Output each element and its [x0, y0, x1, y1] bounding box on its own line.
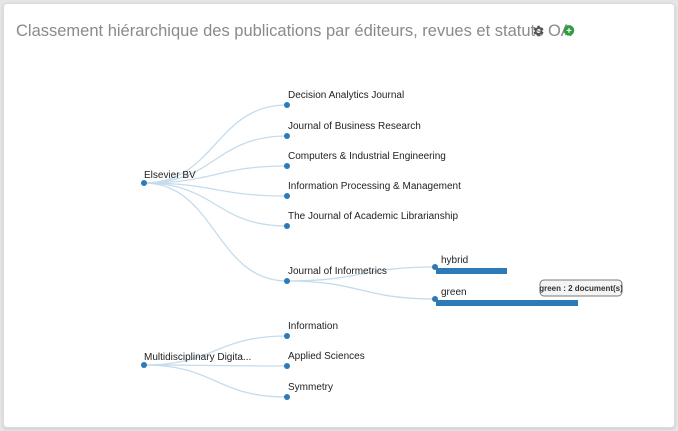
oa-status-label: green [441, 287, 467, 298]
journal-node[interactable] [284, 102, 290, 108]
tree-link [143, 364, 288, 398]
journal-label: Decision Analytics Journal [288, 90, 404, 101]
journal-label: The Journal of Academic Librarianship [288, 211, 459, 222]
journal-node[interactable] [284, 193, 290, 199]
publisher-label: Elsevier BV [144, 170, 196, 181]
panel-title: Classement hiérarchique des publications… [16, 22, 572, 40]
journal-label: Journal of Informetrics [288, 266, 387, 277]
tree-link [143, 165, 288, 184]
tree-link [143, 135, 288, 184]
journal-label: Symmetry [288, 382, 333, 393]
tree-link [286, 266, 436, 282]
tree-link [143, 104, 288, 184]
gear-shape [533, 25, 544, 37]
journal-label: Journal of Business Research [288, 121, 421, 132]
chat-bubble-icon[interactable] [562, 24, 580, 42]
publisher-node[interactable] [141, 362, 147, 368]
oa-status-label: hybrid [441, 255, 468, 266]
oa-count-bar[interactable] [436, 300, 578, 306]
journal-label: Applied Sciences [288, 351, 365, 362]
tree-link [143, 182, 288, 197]
tree-chart: Elsevier BV Decision Analytics Journal Jou… [141, 90, 623, 400]
journal-node[interactable] [284, 278, 290, 284]
journal-node[interactable] [284, 333, 290, 339]
journal-node[interactable] [284, 363, 290, 369]
tree-link [143, 182, 288, 282]
gear-icon[interactable] [531, 24, 549, 42]
chart-panel: Classement hiérarchique des publications… [3, 3, 675, 428]
publisher-node[interactable] [141, 180, 147, 186]
journal-label: Information Processing & Management [288, 181, 461, 192]
tree-link [286, 280, 436, 300]
journal-label: Information [288, 321, 338, 332]
journal-node[interactable] [284, 133, 290, 139]
tree-link [143, 364, 288, 367]
tooltip [539, 279, 623, 297]
tree-link [143, 182, 288, 227]
publisher-label: Multidisciplinary Digita... [144, 352, 251, 363]
journal-node[interactable] [284, 223, 290, 229]
journal-node[interactable] [284, 394, 290, 400]
tree-link [143, 335, 288, 366]
tooltip-text: green : 2 document(s) [539, 284, 623, 293]
journal-label: Computers & Industrial Engineering [288, 151, 446, 162]
oa-count-bar[interactable] [436, 268, 507, 274]
journal-node[interactable] [284, 163, 290, 169]
